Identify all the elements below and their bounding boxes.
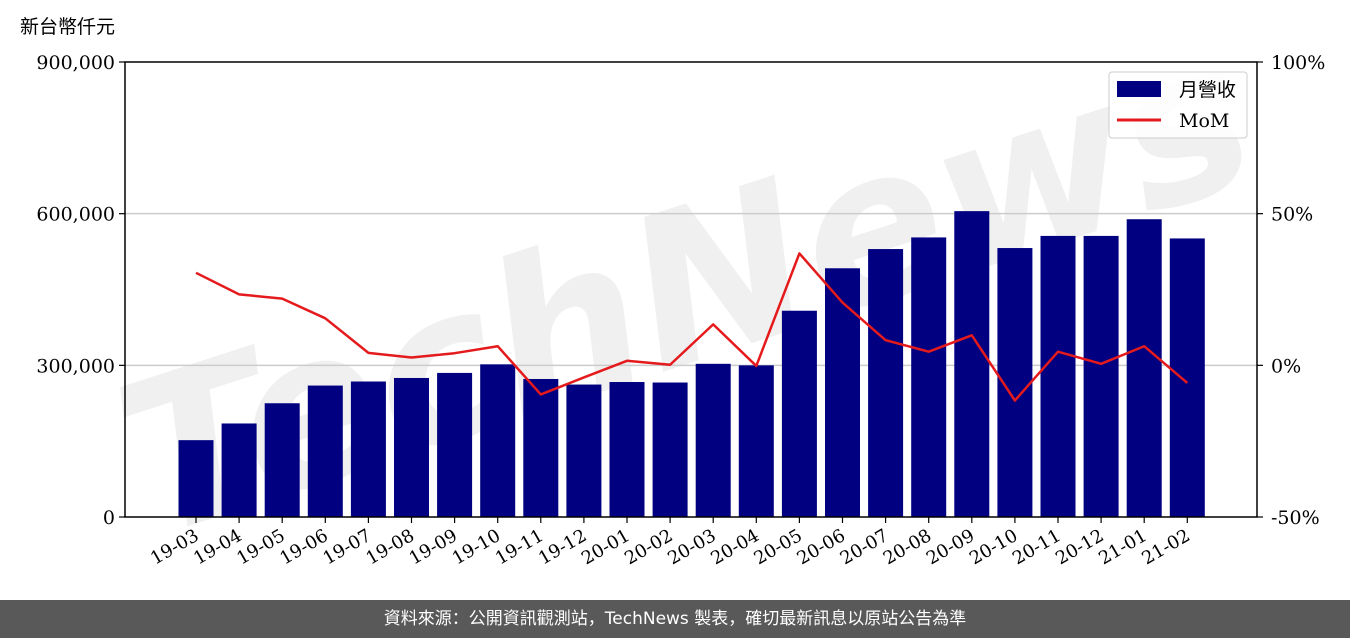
bar-20-11 (1040, 235, 1076, 517)
y-tick-label-right: 50% (1271, 204, 1313, 226)
bar-20-02 (652, 382, 688, 517)
legend: 月營收 MoM (1108, 71, 1248, 139)
x-tick-label-19-08: 19-08 (363, 525, 418, 569)
legend-swatch-bar (1117, 81, 1161, 97)
bar-20-07 (868, 249, 904, 518)
x-tick-label-20-06: 20-06 (794, 525, 849, 569)
bar-19-05 (264, 403, 300, 517)
x-tick-label-20-02: 20-02 (621, 525, 676, 569)
bar-19-08 (394, 377, 429, 517)
x-tick-label-20-10: 20-10 (966, 525, 1021, 569)
bar-20-08 (911, 237, 947, 517)
x-tick-label-19-09: 19-09 (406, 525, 461, 569)
x-tick-label-19-11: 19-11 (492, 525, 547, 569)
x-tick-label-20-01: 20-01 (578, 525, 633, 569)
legend-label-line: MoM (1179, 110, 1229, 132)
x-tick-label-20-07: 20-07 (837, 525, 892, 569)
revenue-chart: TechNews 0300,000600,000900,000-50%0%50%… (20, 0, 1325, 585)
bar-19-09 (437, 372, 473, 517)
y-tick-label-right: 100% (1271, 52, 1325, 74)
x-tick-label-19-10: 19-10 (449, 525, 504, 569)
bar-21-01 (1126, 219, 1162, 517)
legend-label-bar: 月營收 (1179, 79, 1236, 101)
y-tick-label-left: 0 (103, 507, 115, 529)
y-tick-label-right: -50% (1271, 507, 1320, 529)
bar-19-11 (523, 378, 559, 517)
bar-20-04 (738, 365, 774, 517)
x-tick-label-21-01: 21-01 (1095, 525, 1150, 569)
bar-20-09 (954, 211, 990, 517)
bar-21-02 (1169, 238, 1205, 517)
bar-20-03 (695, 363, 731, 517)
mom-line-series (195, 252, 1189, 402)
x-tick-label-20-03: 20-03 (664, 525, 719, 569)
x-tick-label-19-12: 19-12 (535, 525, 590, 569)
x-tick-label-20-05: 20-05 (750, 525, 805, 569)
bar-19-03 (178, 440, 214, 517)
x-tick-label-20-04: 20-04 (707, 525, 762, 569)
bar-19-04 (221, 423, 257, 517)
y-tick-label-right: 0% (1271, 355, 1301, 377)
bar-19-10 (480, 364, 516, 517)
x-tick-label-20-11: 20-11 (1009, 525, 1064, 569)
bar-19-07 (350, 381, 386, 517)
y-tick-label-left: 900,000 (36, 52, 115, 74)
bar-20-05 (781, 310, 817, 517)
y-tick-label-left: 300,000 (36, 355, 115, 377)
bar-20-12 (1083, 235, 1119, 517)
bar-series (178, 211, 1205, 518)
bar-20-01 (609, 382, 645, 517)
mom-line (195, 252, 1189, 402)
x-tick-label-21-02: 21-02 (1138, 525, 1193, 569)
plot-frame (124, 61, 1258, 518)
bar-19-12 (566, 384, 602, 517)
x-tick-label-20-12: 20-12 (1052, 525, 1107, 569)
x-tick-label-20-09: 20-09 (923, 525, 978, 569)
y-axis-label-left: 新台幣仟元 (20, 16, 115, 38)
x-tick-label-20-08: 20-08 (880, 525, 935, 569)
bar-19-06 (307, 385, 343, 517)
footer-source-note: 資料來源：公開資訊觀測站，TechNews 製表，確切最新訊息以原站公告為準 (0, 600, 1350, 638)
bar-20-06 (825, 268, 860, 517)
y-tick-label-left: 600,000 (36, 204, 115, 226)
